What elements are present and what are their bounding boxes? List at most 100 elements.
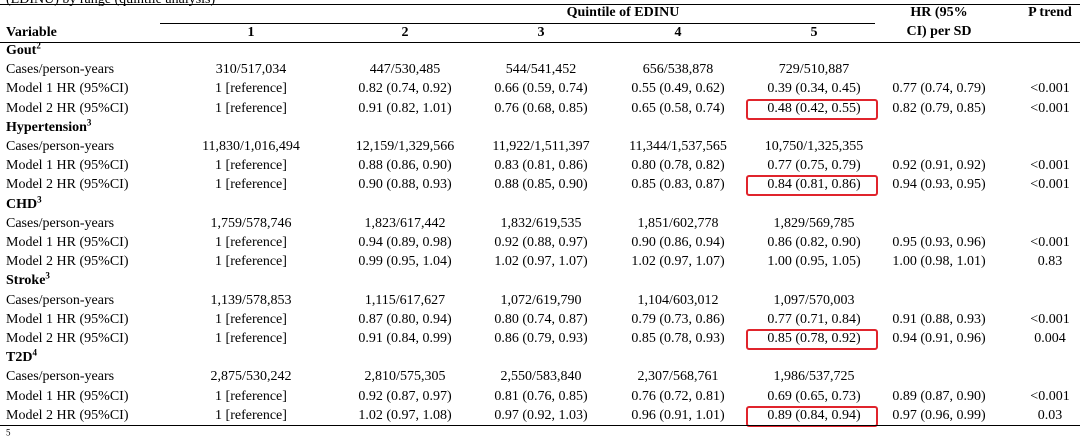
quintile-2-cell: 0.94 (0.89, 0.98) <box>358 235 452 250</box>
quintile-3-cell: 1.02 (0.97, 1.07) <box>494 254 588 270</box>
quintile-2-cell: 12,159/1,329,566 <box>355 139 455 154</box>
ptrend-header: P trend <box>1028 5 1072 20</box>
quintile-2-cell: 0.88 (0.86, 0.90) <box>358 158 452 174</box>
section-name: Stroke <box>6 273 46 289</box>
section-name: T2D <box>6 350 33 366</box>
quintile-4-cell: 0.90 (0.86, 0.94) <box>631 235 725 250</box>
highlight-box <box>746 98 878 120</box>
section-name: Hypertension <box>6 119 87 135</box>
top-rule <box>0 4 1080 5</box>
quintile-3-cell: 2,550/583,840 <box>500 369 582 385</box>
footnote-marker: 5 <box>6 427 11 438</box>
quintile-4-cell: 0.76 (0.72, 0.81) <box>631 388 725 404</box>
hr-header-line1: HR (95% <box>910 5 968 20</box>
quintile-2-cell: 0.82 (0.74, 0.92) <box>358 81 452 97</box>
quintile-4-cell: 11,344/1,537,565 <box>629 139 727 154</box>
quintile-5-cell: 0.39 (0.34, 0.45) <box>767 81 861 97</box>
section-footnote-ref: 3 <box>86 117 92 128</box>
row-label: Model 1 HR (95%CI) <box>6 311 129 327</box>
quintile-4-cell: 656/538,878 <box>642 62 714 78</box>
quintile-4-cell: 1,104/603,012 <box>637 292 719 308</box>
quintile-4-cell: 0.65 (0.58, 0.74) <box>631 100 725 116</box>
quintile-3-cell: 1,072/619,790 <box>500 292 582 308</box>
quintile-2-cell: 0.99 (0.95, 1.04) <box>358 254 452 270</box>
quintile-1-cell: 1 [reference] <box>215 81 287 97</box>
quintile-5-header: 5 <box>810 25 818 40</box>
quintile-5-cell: 0.77 (0.71, 0.84) <box>767 311 861 327</box>
hr-per-sd-cell: 0.89 (0.87, 0.90) <box>892 388 986 404</box>
row-label: Model 2 HR (95%CI) <box>6 254 129 270</box>
hr-per-sd-cell: 0.92 (0.91, 0.92) <box>892 158 986 174</box>
hr-per-sd-cell: 0.94 (0.93, 0.95) <box>892 177 986 193</box>
hr-per-sd-cell: 1.00 (0.98, 1.01) <box>892 254 986 270</box>
row-label: Model 2 HR (95%CI) <box>6 177 129 193</box>
quintile-4-cell: 0.96 (0.91, 1.01) <box>631 407 725 423</box>
hr-per-sd-cell: 0.97 (0.96, 0.99) <box>892 407 986 423</box>
row-label: Model 2 HR (95%CI) <box>6 407 129 423</box>
quintile-underline <box>160 23 875 24</box>
p-trend-cell: <0.001 <box>1030 81 1070 97</box>
section-heading-stroke: Stroke3 <box>6 270 50 290</box>
section-footnote-ref: 3 <box>45 270 50 281</box>
quintile-3-cell: 0.66 (0.59, 0.74) <box>494 81 588 97</box>
quintile-5-cell: 0.85 (0.78, 0.92) <box>767 331 861 346</box>
quintile-1-cell: 1 [reference] <box>215 100 287 116</box>
quintile-3-cell: 0.83 (0.81, 0.86) <box>494 158 588 174</box>
quintile-2-cell: 2,810/575,305 <box>364 369 446 385</box>
quintile-3-cell: 1,832/619,535 <box>500 215 582 231</box>
quintile-2-cell: 1,115/617,627 <box>364 292 446 308</box>
quintile-4-cell: 0.80 (0.78, 0.82) <box>631 158 725 174</box>
section-footnote-ref: 3 <box>37 193 42 204</box>
quintile-3-cell: 544/541,452 <box>505 62 577 78</box>
quintile-5-cell: 1.00 (0.95, 1.05) <box>767 254 861 270</box>
quintile-3-cell: 0.81 (0.76, 0.85) <box>494 388 588 404</box>
quintile-3-cell: 0.76 (0.68, 0.85) <box>494 100 588 116</box>
quintile-2-cell: 1.02 (0.97, 1.08) <box>358 407 452 423</box>
hr-per-sd-cell: 0.94 (0.91, 0.96) <box>892 331 986 346</box>
quintile-3-cell: 0.86 (0.79, 0.93) <box>494 331 588 346</box>
row-label: Cases/person-years <box>6 139 115 154</box>
row-label: Cases/person-years <box>6 369 115 385</box>
bottom-rule <box>0 425 1080 426</box>
quintile-2-cell: 1,823/617,442 <box>364 215 446 231</box>
quintile-5-cell: 10,750/1,325,355 <box>764 139 864 154</box>
quintile-1-cell: 1 [reference] <box>215 407 287 423</box>
quintile-2-cell: 0.87 (0.80, 0.94) <box>358 311 452 327</box>
quintile-5-cell: 0.86 (0.82, 0.90) <box>767 235 861 250</box>
quintile-1-cell: 1 [reference] <box>215 331 287 346</box>
row-label: Model 2 HR (95%CI) <box>6 100 129 116</box>
quintile-3-cell: 11,922/1,511,397 <box>492 139 590 154</box>
quintile-1-header: 1 <box>247 25 255 40</box>
quintile-5-cell: 0.89 (0.84, 0.94) <box>767 407 861 423</box>
section-footnote-ref: 2 <box>36 40 41 51</box>
table-caption: (EDINU) by range (quintile analysis) <box>6 0 215 8</box>
variable-header: Variable <box>6 25 57 40</box>
quintile-2-header: 2 <box>401 25 409 40</box>
quintile-1-cell: 1 [reference] <box>215 388 287 404</box>
quintile-5-cell: 1,829/569,785 <box>773 215 855 231</box>
section-heading-chd: CHD3 <box>6 193 42 214</box>
quintile-1-cell: 1 [reference] <box>215 235 287 250</box>
quintile-2-cell: 0.90 (0.88, 0.93) <box>358 177 452 193</box>
section-name: Gout <box>6 43 37 58</box>
quintile-1-cell: 1 [reference] <box>215 254 287 270</box>
p-trend-cell: <0.001 <box>1030 235 1070 250</box>
quintile-header: Quintile of EDINU <box>566 5 680 20</box>
quintile-4-cell: 1,851/602,778 <box>637 215 719 231</box>
quintile-2-cell: 447/530,485 <box>369 62 441 78</box>
quintile-4-cell: 1.02 (0.97, 1.07) <box>631 254 725 270</box>
quintile-5-cell: 729/510,887 <box>778 62 850 78</box>
quintile-4-header: 4 <box>674 25 682 40</box>
p-trend-cell: <0.001 <box>1030 177 1070 193</box>
highlight-box <box>746 329 878 350</box>
quintile-1-cell: 11,830/1,016,494 <box>202 139 300 154</box>
quintile-3-cell: 0.80 (0.74, 0.87) <box>494 311 588 327</box>
p-trend-cell: <0.001 <box>1030 388 1070 404</box>
section-name: CHD <box>6 196 38 212</box>
hr-per-sd-cell: 0.82 (0.79, 0.85) <box>892 100 986 116</box>
p-trend-cell: 0.004 <box>1034 331 1066 346</box>
quintile-3-cell: 0.88 (0.85, 0.90) <box>494 177 588 193</box>
row-label: Model 1 HR (95%CI) <box>6 158 129 174</box>
highlight-box <box>746 405 878 427</box>
